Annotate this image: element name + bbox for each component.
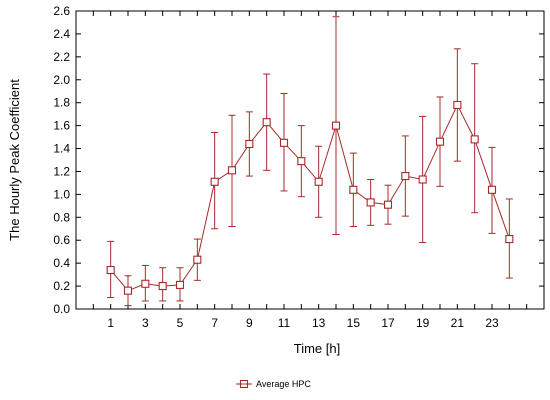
y-tick-label: 2.0 xyxy=(53,73,70,87)
y-tick-label: 0.2 xyxy=(53,279,70,293)
y-tick-label: 0.4 xyxy=(53,256,70,270)
x-tick-label: 3 xyxy=(142,316,149,330)
data-point-marker xyxy=(366,198,375,207)
data-point-marker xyxy=(453,100,462,110)
data-point-marker xyxy=(262,118,271,127)
data-point-marker xyxy=(331,121,341,130)
data-point-marker xyxy=(279,138,289,147)
data-point-marker xyxy=(141,279,150,288)
data-point-marker xyxy=(314,177,323,186)
data-point-marker xyxy=(505,235,514,244)
legend-label: Average HPC xyxy=(256,379,311,389)
x-axis-title: Time [h] xyxy=(294,341,340,356)
y-tick-label: 1.4 xyxy=(53,142,70,156)
data-point-marker xyxy=(297,157,306,166)
data-point-marker xyxy=(123,286,133,295)
y-tick-label: 1.6 xyxy=(53,119,70,133)
y-tick-label: 1.2 xyxy=(53,164,70,178)
x-tick-label: 9 xyxy=(246,316,253,330)
x-tick-label: 7 xyxy=(211,316,218,330)
data-point-marker xyxy=(158,282,167,291)
data-point-marker xyxy=(487,185,497,194)
series-line xyxy=(110,103,510,292)
data-point-marker xyxy=(210,177,219,186)
x-tick-label: 17 xyxy=(381,316,395,330)
y-tick-label: 2.4 xyxy=(53,27,70,41)
data-point-marker xyxy=(401,171,410,181)
series-average-hpc xyxy=(106,16,514,307)
y-tick-label: 2.6 xyxy=(53,4,70,18)
y-tick-label: 1.0 xyxy=(53,187,70,201)
y-tick-label: 2.2 xyxy=(53,50,70,64)
data-point-marker xyxy=(349,185,358,194)
y-tick-label: 1.8 xyxy=(53,96,70,110)
x-tick-label: 1 xyxy=(107,316,114,330)
plot-area xyxy=(75,10,545,310)
y-axis-title: The Hourly Peak Coefficient xyxy=(7,79,22,241)
data-point-marker xyxy=(383,200,393,209)
y-axis: 0.0 0.2 0.4 0.6 0.8 1.0 1.2 1.4 1.6 1.8 2.0 2.2 2.4 2… xyxy=(53,4,544,316)
data-point-marker xyxy=(106,265,115,275)
y-tick-label: 0.0 xyxy=(53,302,70,316)
data-point-marker xyxy=(245,139,254,149)
x-tick-label: 15 xyxy=(347,316,361,330)
legend: Average HPC xyxy=(236,379,311,389)
y-tick-label: 0.8 xyxy=(53,210,70,224)
data-point-marker xyxy=(418,175,427,184)
x-axis: 1 3 5 7 9 11 13 15 17 19 21 23 xyxy=(92,11,528,330)
data-point-marker xyxy=(175,280,185,289)
y-tick-label: 0.6 xyxy=(53,233,70,247)
data-point-marker xyxy=(227,166,237,175)
x-tick-label: 23 xyxy=(485,316,499,330)
x-tick-label: 19 xyxy=(416,316,430,330)
x-tick-label: 11 xyxy=(278,316,291,330)
data-point-marker xyxy=(193,255,202,264)
x-tick-label: 21 xyxy=(451,316,465,330)
x-tick-label: 13 xyxy=(312,316,326,330)
data-point-marker xyxy=(435,137,445,146)
data-point-marker xyxy=(470,135,479,144)
plot-frame xyxy=(75,10,545,310)
legend-marker-icon xyxy=(239,379,249,389)
x-tick-label: 5 xyxy=(177,316,184,330)
